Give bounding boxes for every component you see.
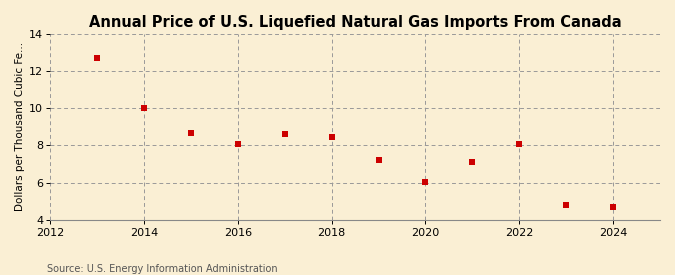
- Point: [608, 205, 618, 209]
- Point: [138, 106, 149, 111]
- Point: [420, 179, 431, 184]
- Text: Source: U.S. Energy Information Administration: Source: U.S. Energy Information Administ…: [47, 264, 278, 274]
- Point: [514, 141, 524, 146]
- Point: [92, 56, 103, 60]
- Point: [186, 131, 196, 136]
- Point: [279, 132, 290, 136]
- Point: [326, 135, 337, 139]
- Point: [467, 160, 478, 164]
- Title: Annual Price of U.S. Liquefied Natural Gas Imports From Canada: Annual Price of U.S. Liquefied Natural G…: [89, 15, 622, 30]
- Point: [561, 203, 572, 207]
- Point: [232, 142, 243, 147]
- Y-axis label: Dollars per Thousand Cubic Fe...: Dollars per Thousand Cubic Fe...: [15, 42, 25, 211]
- Point: [373, 158, 384, 163]
